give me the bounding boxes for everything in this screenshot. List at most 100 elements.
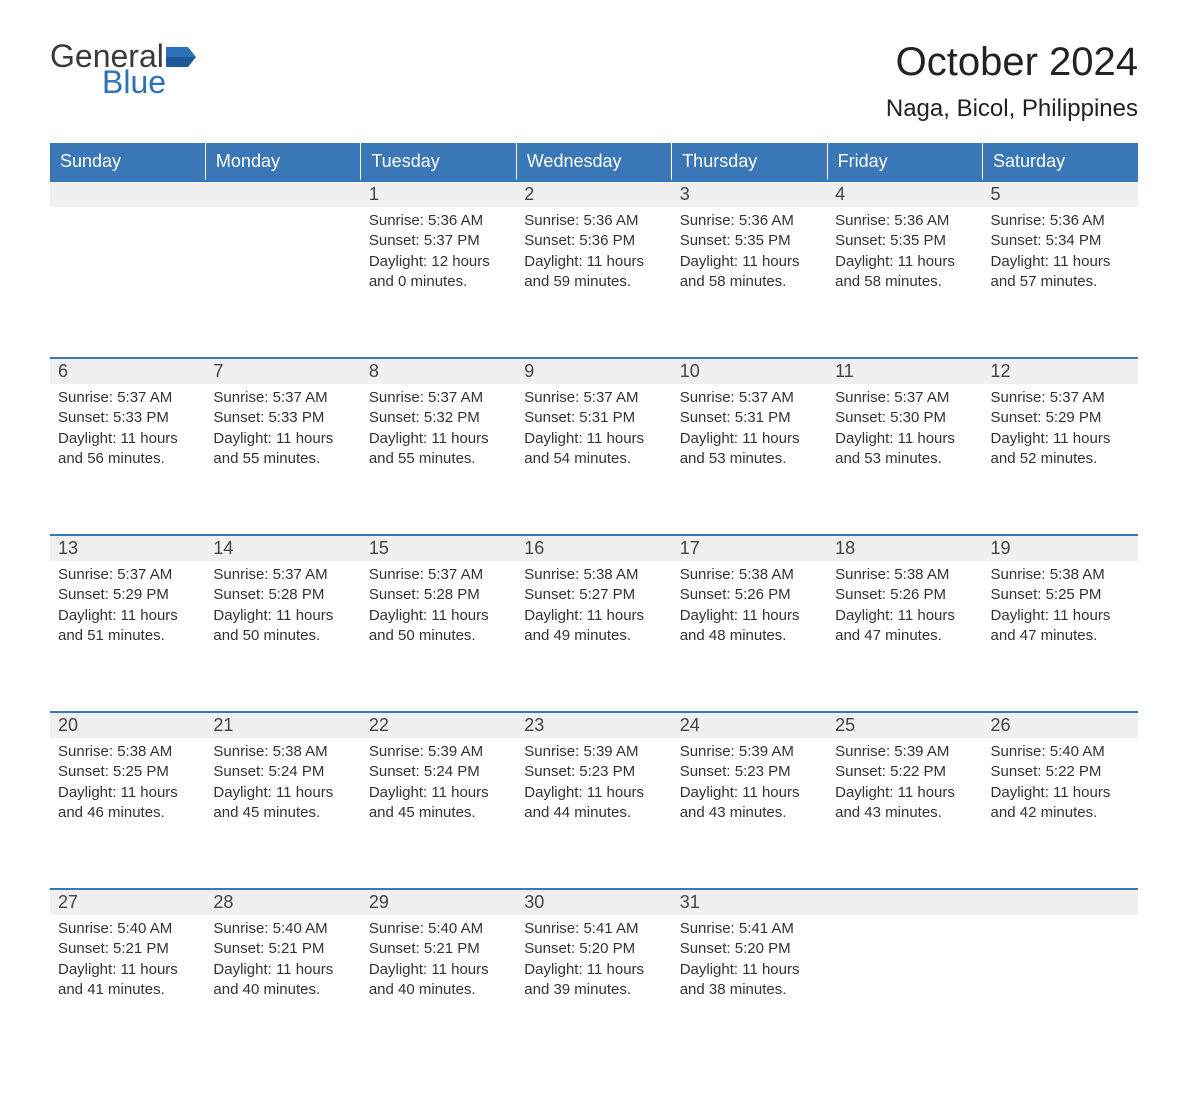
day-number-cell: 19: [983, 535, 1138, 561]
day-number-cell: 11: [827, 358, 982, 384]
day-content-cell: Sunrise: 5:37 AMSunset: 5:31 PMDaylight:…: [672, 384, 827, 535]
daylight-line: Daylight: 11 hours and 56 minutes.: [58, 430, 178, 467]
sunrise-line: Sunrise: 5:38 AM: [835, 566, 949, 583]
sunset-line: Sunset: 5:20 PM: [680, 940, 791, 957]
column-header: Tuesday: [361, 143, 516, 181]
sunset-line: Sunset: 5:23 PM: [524, 763, 635, 780]
sunset-line: Sunset: 5:30 PM: [835, 409, 946, 426]
flag-icon: [166, 47, 196, 71]
daylight-line: Daylight: 11 hours and 42 minutes.: [991, 784, 1111, 821]
sunset-line: Sunset: 5:34 PM: [991, 232, 1102, 249]
daylight-line: Daylight: 11 hours and 47 minutes.: [991, 607, 1111, 644]
sunset-line: Sunset: 5:31 PM: [524, 409, 635, 426]
sunset-line: Sunset: 5:29 PM: [58, 586, 169, 603]
sunset-line: Sunset: 5:32 PM: [369, 409, 480, 426]
day-content-cell: Sunrise: 5:37 AM Sunset: 5:33 PM Daylight:…: [50, 384, 205, 535]
calendar-table: SundayMondayTuesdayWednesdayThursdayFrid…: [50, 143, 1138, 1065]
day-content-row: Sunrise: 5:36 AM Sunset: 5:37 PM Daylight:…: [50, 207, 1138, 358]
sunset-line: Sunset: 5:25 PM: [58, 763, 169, 780]
daylight-line: Daylight: 11 hours and 53 minutes.: [680, 430, 800, 467]
day-number-cell: [827, 889, 982, 915]
day-number-cell: 28: [205, 889, 360, 915]
day-content-cell: Sunrise: 5:39 AMSunset: 5:23 PMDaylight:…: [672, 738, 827, 889]
sunrise-line: Sunrise: 5:38 AM: [58, 743, 172, 760]
daylight-line: Daylight: 11 hours and 55 minutes.: [213, 430, 333, 467]
sunrise-line: Sunrise: 5:36 AM: [369, 212, 483, 229]
day-number-cell: 1: [361, 181, 516, 207]
calendar-body: 12345 Sunrise: 5:36 AM Sunset: 5:37 PM Dayl…: [50, 181, 1138, 1065]
sunrise-line: Sunrise: 5:38 AM: [213, 743, 327, 760]
sunrise-line: Sunrise: 5:39 AM: [680, 743, 794, 760]
daylight-line: Daylight: 11 hours and 59 minutes.: [524, 253, 644, 290]
column-header: Thursday: [672, 143, 827, 181]
day-number-cell: 15: [361, 535, 516, 561]
day-number-cell: 21: [205, 712, 360, 738]
daylight-line: Daylight: 11 hours and 49 minutes.: [524, 607, 644, 644]
sunrise-line: Sunrise: 5:37 AM: [58, 389, 172, 406]
day-number-cell: 13: [50, 535, 205, 561]
daylight-line: Daylight: 11 hours and 43 minutes.: [835, 784, 955, 821]
sunrise-line: Sunrise: 5:37 AM: [213, 566, 327, 583]
daylight-line: Daylight: 11 hours and 40 minutes.: [213, 961, 333, 998]
sunrise-line: Sunrise: 5:39 AM: [524, 743, 638, 760]
sunrise-line: Sunrise: 5:40 AM: [369, 920, 483, 937]
column-header: Wednesday: [516, 143, 671, 181]
sunrise-line: Sunrise: 5:40 AM: [991, 743, 1105, 760]
daylight-line: Daylight: 11 hours and 48 minutes.: [680, 607, 800, 644]
column-header: Saturday: [983, 143, 1138, 181]
day-number-cell: 8: [361, 358, 516, 384]
day-content-cell: Sunrise: 5:41 AMSunset: 5:20 PMDaylight:…: [516, 915, 671, 1065]
day-content-cell: Sunrise: 5:36 AMSunset: 5:35 PMDaylight:…: [827, 207, 982, 358]
sunset-line: Sunset: 5:28 PM: [369, 586, 480, 603]
day-content-row: Sunrise: 5:37 AM Sunset: 5:33 PM Daylight:…: [50, 384, 1138, 535]
daylight-line: Daylight: 11 hours and 57 minutes.: [991, 253, 1111, 290]
daylight-line: Daylight: 11 hours and 50 minutes.: [213, 607, 333, 644]
day-number-cell: 3: [672, 181, 827, 207]
sunset-line: Sunset: 5:29 PM: [991, 409, 1102, 426]
day-number-cell: 24: [672, 712, 827, 738]
sunset-line: Sunset: 5:36 PM: [524, 232, 635, 249]
sunrise-line: Sunrise: 5:38 AM: [680, 566, 794, 583]
sunrise-line: Sunrise: 5:37 AM: [58, 566, 172, 583]
sunset-line: Sunset: 5:35 PM: [680, 232, 791, 249]
day-content-cell: Sunrise: 5:37 AMSunset: 5:28 PMDaylight:…: [361, 561, 516, 712]
day-number-cell: [50, 181, 205, 207]
daylight-line: Daylight: 11 hours and 58 minutes.: [835, 253, 955, 290]
sunrise-line: Sunrise: 5:37 AM: [369, 566, 483, 583]
daylight-line: Daylight: 11 hours and 51 minutes.: [58, 607, 178, 644]
day-content-cell: Sunrise: 5:36 AMSunset: 5:36 PMDaylight:…: [516, 207, 671, 358]
sunrise-line: Sunrise: 5:37 AM: [991, 389, 1105, 406]
sunset-line: Sunset: 5:33 PM: [58, 409, 169, 426]
day-content-cell: [983, 915, 1138, 1065]
daylight-line: Daylight: 11 hours and 44 minutes.: [524, 784, 644, 821]
day-number-cell: [983, 889, 1138, 915]
day-content-cell: Sunrise: 5:38 AMSunset: 5:26 PMDaylight:…: [827, 561, 982, 712]
sunrise-line: Sunrise: 5:37 AM: [835, 389, 949, 406]
sunset-line: Sunset: 5:28 PM: [213, 586, 324, 603]
sunset-line: Sunset: 5:37 PM: [369, 232, 480, 249]
logo: General Blue: [50, 40, 196, 98]
day-content-cell: Sunrise: 5:36 AMSunset: 5:34 PMDaylight:…: [983, 207, 1138, 358]
daylight-line: Daylight: 11 hours and 53 minutes.: [835, 430, 955, 467]
day-number-row: 12345: [50, 181, 1138, 207]
daylight-line: Daylight: 11 hours and 45 minutes.: [369, 784, 489, 821]
daylight-line: Daylight: 11 hours and 58 minutes.: [680, 253, 800, 290]
sunrise-line: Sunrise: 5:41 AM: [680, 920, 794, 937]
daylight-line: Daylight: 11 hours and 40 minutes.: [369, 961, 489, 998]
day-content-cell: Sunrise: 5:40 AMSunset: 5:21 PMDaylight:…: [50, 915, 205, 1065]
daylight-line: Daylight: 11 hours and 52 minutes.: [991, 430, 1111, 467]
page-title: October 2024: [886, 40, 1138, 85]
sunset-line: Sunset: 5:26 PM: [680, 586, 791, 603]
sunset-line: Sunset: 5:22 PM: [991, 763, 1102, 780]
day-number-cell: 30: [516, 889, 671, 915]
sunset-line: Sunset: 5:33 PM: [213, 409, 324, 426]
sunset-line: Sunset: 5:25 PM: [991, 586, 1102, 603]
day-content-cell: Sunrise: 5:37 AM Sunset: 5:29 PM Daylight:…: [50, 561, 205, 712]
sunset-line: Sunset: 5:22 PM: [835, 763, 946, 780]
day-number-cell: 29: [361, 889, 516, 915]
day-content-cell: Sunrise: 5:37 AMSunset: 5:31 PMDaylight:…: [516, 384, 671, 535]
sunset-line: Sunset: 5:35 PM: [835, 232, 946, 249]
day-number-cell: 4: [827, 181, 982, 207]
daylight-line: Daylight: 11 hours and 45 minutes.: [213, 784, 333, 821]
daylight-line: Daylight: 11 hours and 39 minutes.: [524, 961, 644, 998]
